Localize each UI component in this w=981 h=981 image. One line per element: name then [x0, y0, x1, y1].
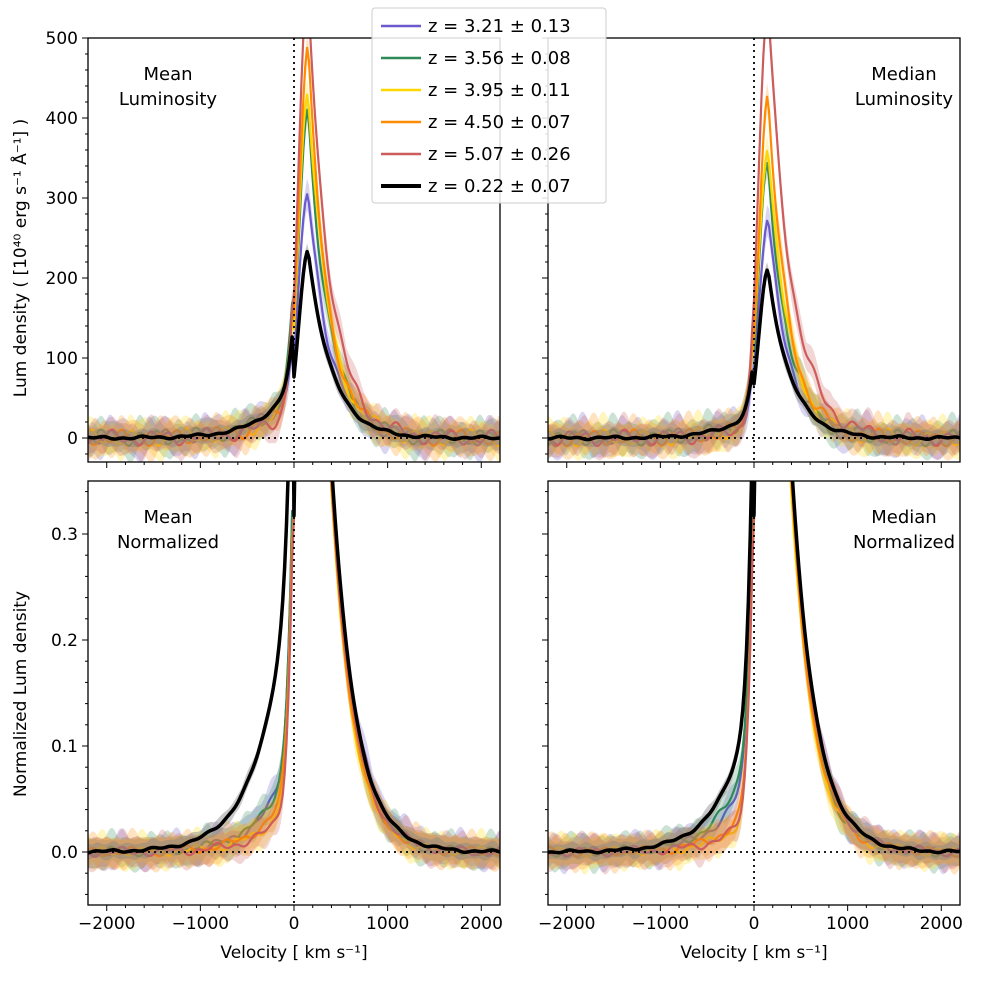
plot-area: [88, 38, 500, 462]
uncertainty-band: [548, 148, 960, 461]
panel-1: 0 100 200 300 400 500 Mean Luminosity: [46, 29, 501, 468]
y-tick-label: 200: [46, 269, 78, 289]
panel-title: Luminosity: [855, 89, 954, 110]
x-tick-label: 1000: [366, 914, 409, 934]
uncertainty-band: [88, 178, 500, 462]
legend-label: z = 0.22 ± 0.07: [428, 176, 571, 197]
uncertainty-band: [88, 481, 500, 873]
legend-label: z = 3.95 ± 0.11: [428, 80, 571, 101]
uncertainty-band: [548, 481, 960, 875]
y-axis-label-bottom: Normalized Lum density: [11, 591, 31, 797]
panels-layer: 0 100 200 300 400 500 Mean Luminosity Median Lumi…: [46, 29, 963, 934]
y-tick-label: 0.1: [51, 737, 78, 757]
panel-title: Normalized: [853, 532, 955, 553]
uncertainty-band: [88, 38, 500, 462]
x-axis-label-left: Velocity [ km s⁻¹]: [220, 943, 367, 963]
plot-area: [548, 481, 960, 905]
panel-3: −2000 −1000 0 1000 2000 0.0 0.1 0.2 0.3 Mean Norma…: [51, 480, 503, 934]
uncertainty-band: [548, 481, 960, 875]
uncertainty-band: [548, 481, 960, 875]
panel-title: Median: [871, 507, 936, 528]
y-tick-label: 0.3: [51, 525, 78, 545]
series-line: [88, 93, 500, 448]
x-tick-label: 1000: [826, 914, 869, 934]
panel-4: −2000 −1000 0 1000 2000 Median Normalized: [538, 480, 963, 934]
plot-area: [88, 481, 500, 905]
panel-title: Mean: [143, 507, 192, 528]
y-tick-label: 100: [46, 349, 78, 369]
x-tick-label: −2000: [538, 914, 596, 934]
legend-label: z = 3.56 ± 0.08: [428, 48, 571, 69]
legend-label: z = 3.21 ± 0.13: [428, 16, 571, 37]
uncertainty-band: [88, 79, 500, 462]
uncertainty-band: [88, 481, 500, 873]
legend-frame: [371, 7, 607, 204]
panel-title: Normalized: [117, 532, 219, 553]
uncertainty-band: [548, 135, 960, 461]
y-tick-label: 0: [67, 429, 78, 449]
y-tick-label: 400: [46, 109, 78, 129]
series-line: [548, 481, 960, 855]
x-tick-label: 2000: [920, 914, 963, 934]
x-tick-label: 0: [289, 914, 300, 934]
plot-area: [548, 38, 960, 462]
y-axis-label-top: Lum density ( [10⁴⁰ erg s⁻¹ Å⁻¹] ): [9, 119, 31, 397]
panel-title: Median: [871, 64, 936, 85]
y-tick-label: 0.0: [51, 843, 78, 863]
panel-title: Mean: [143, 64, 192, 85]
legend-label: z = 4.50 ± 0.07: [428, 112, 571, 133]
legend-label: z = 5.07 ± 0.26: [428, 144, 571, 165]
series-line: [88, 249, 500, 442]
y-tick-label: 300: [46, 189, 78, 209]
uncertainty-band: [88, 481, 500, 873]
uncertainty-band: [88, 95, 500, 462]
panel-title: Luminosity: [119, 89, 218, 110]
x-tick-label: −1000: [172, 914, 230, 934]
uncertainty-band: [548, 82, 960, 461]
x-axis-label-right: Velocity [ km s⁻¹]: [680, 943, 827, 963]
y-tick-label: 500: [46, 29, 78, 49]
x-tick-label: 0: [749, 914, 760, 934]
x-tick-label: 2000: [460, 914, 503, 934]
y-tick-label: 0.2: [51, 631, 78, 651]
x-tick-label: −2000: [78, 914, 136, 934]
x-tick-label: −1000: [632, 914, 690, 934]
legend: z = 3.21 ± 0.13 z = 3.56 ± 0.08 z = 3.95 ±…: [371, 7, 607, 204]
series-line: [88, 481, 500, 855]
panel-2: Median Luminosity: [542, 37, 961, 468]
